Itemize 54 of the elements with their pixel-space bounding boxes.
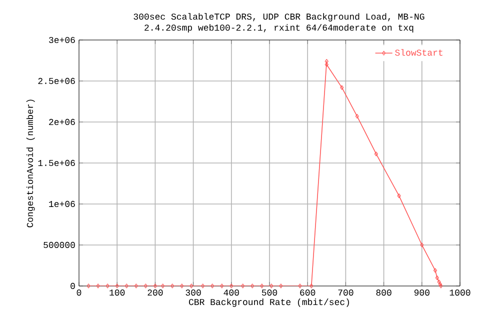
x-tick-label: 100 — [110, 290, 125, 296]
point — [210, 284, 214, 288]
y-tick-label: 2e+06 — [49, 118, 75, 126]
point — [340, 85, 344, 90]
point — [170, 284, 174, 288]
point — [115, 284, 119, 288]
chart-subtitle: 2.4.20smp web100-2.2.1, rxint 64/64moderate on txq — [144, 24, 414, 32]
point — [201, 284, 205, 288]
point — [134, 284, 138, 288]
legend-label: SlowStart — [395, 49, 442, 56]
chart-title: 300sec ScalableTCP DRS, UDP CBR Background Load, MB-NG — [134, 13, 424, 22]
point — [106, 284, 110, 288]
point — [230, 284, 234, 288]
x-tick-label: 800 — [376, 290, 392, 296]
point — [260, 284, 264, 288]
point — [153, 284, 157, 288]
point — [180, 284, 184, 288]
x-axis-title: CBR Background Rate (mbit/sec) — [188, 298, 349, 307]
x-tick-label: 400 — [224, 290, 239, 296]
y-tick-label: 3e+06 — [49, 36, 75, 44]
point — [124, 284, 128, 288]
y-tick-label: 1.5e+06 — [38, 160, 75, 166]
point — [298, 284, 302, 288]
x-tick-label: 300 — [186, 290, 201, 296]
point — [250, 284, 254, 288]
point — [397, 193, 401, 198]
y-tick-label: 2.5e+06 — [38, 78, 75, 84]
y-axis-title: CongestionAvoid (number) — [26, 100, 35, 228]
point — [374, 152, 378, 156]
x-tick-label: 900 — [414, 290, 430, 296]
point — [435, 275, 439, 280]
point — [279, 284, 283, 288]
point — [310, 284, 314, 288]
x-tick-label: 700 — [338, 290, 354, 296]
point — [420, 242, 424, 248]
point — [433, 268, 438, 273]
point — [324, 62, 328, 67]
point — [96, 284, 100, 288]
x-tick-label: 1000 — [450, 290, 470, 296]
point — [437, 280, 441, 284]
point — [355, 114, 359, 119]
x-tick-label: 200 — [148, 290, 163, 296]
point — [270, 284, 274, 288]
x-tick-label: 600 — [300, 290, 316, 296]
point — [220, 284, 224, 288]
point — [241, 284, 245, 288]
point — [161, 284, 165, 288]
point — [144, 284, 148, 288]
x-tick-label: 500 — [262, 290, 278, 296]
point — [190, 284, 194, 288]
y-tick-label: 500000 — [44, 242, 75, 248]
y-tick-label: 1e+06 — [49, 200, 75, 208]
x-tick-label: 0 — [76, 290, 82, 296]
y-tick-label: 0 — [70, 282, 75, 290]
